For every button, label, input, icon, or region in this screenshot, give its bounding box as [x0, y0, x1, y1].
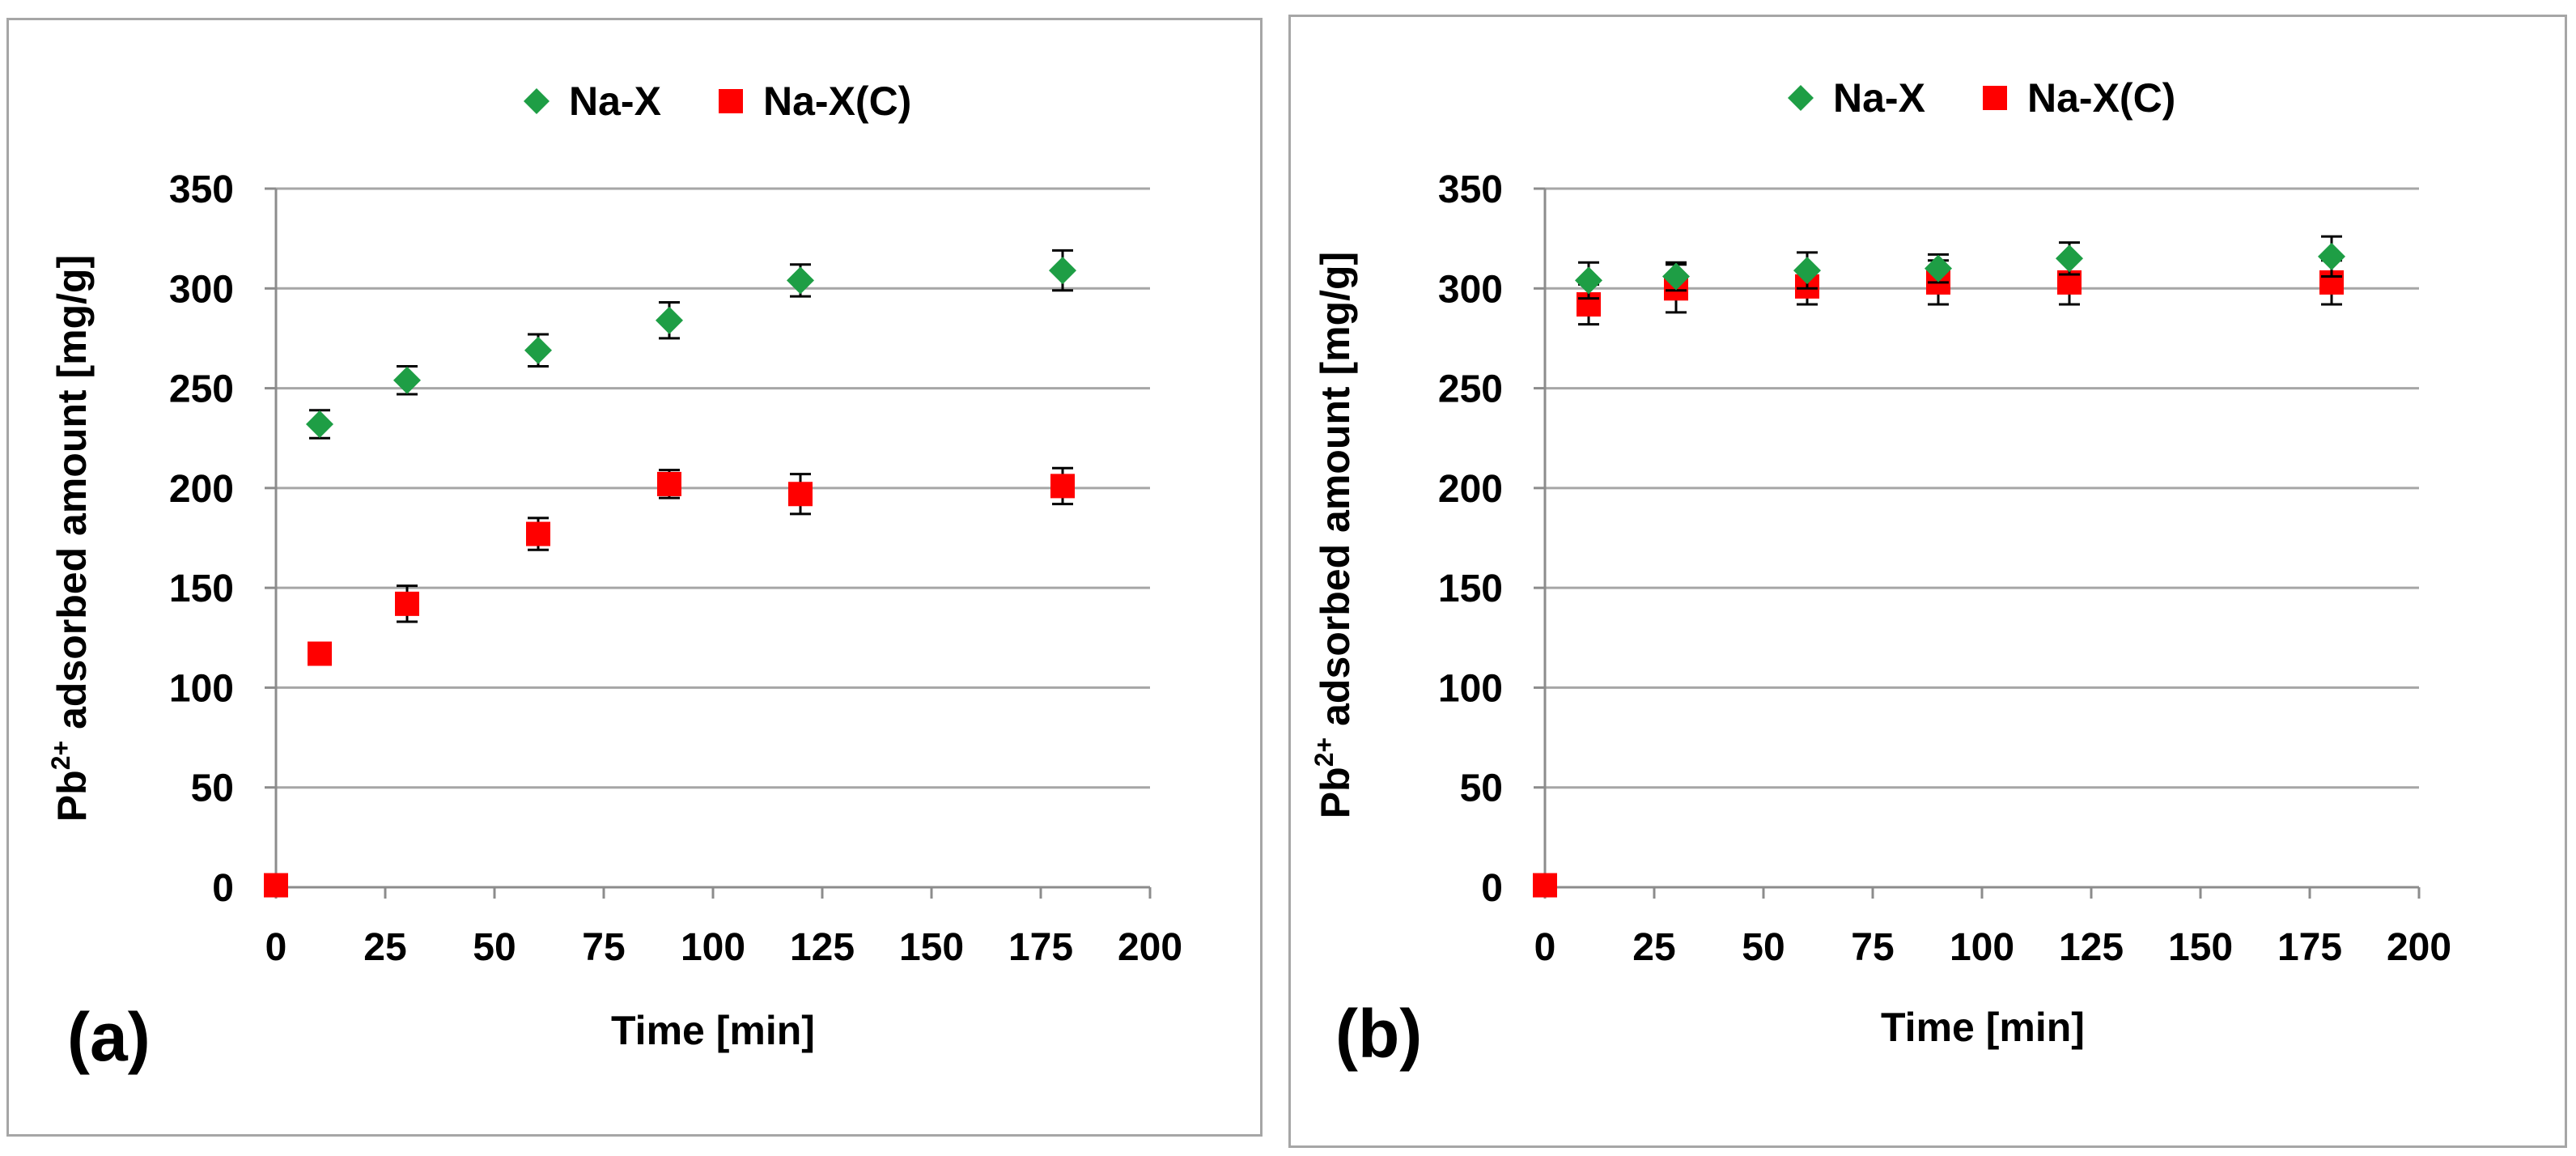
data-point-na-x-c: [657, 471, 681, 496]
x-tick-label: 75: [582, 926, 625, 969]
y-tick-label: 0: [1481, 867, 1503, 910]
y-tick-label: 0: [212, 867, 234, 910]
y-axis-label-prefix: Pb: [1313, 767, 1358, 818]
y-tick-label: 300: [1438, 268, 1503, 311]
data-point-na-x-c: [526, 521, 550, 546]
x-tick-label: 200: [1118, 926, 1182, 969]
series-na-x: [1575, 235, 2345, 300]
legend-marker-na-x-c: [1983, 86, 2007, 110]
x-axis-label: Time [min]: [611, 1008, 815, 1053]
legend: Na-X Na-X(C): [1788, 75, 2175, 121]
x-tick-label: 0: [1534, 926, 1556, 969]
x-tick-label: 25: [1632, 926, 1675, 969]
x-tick-label: 100: [1950, 926, 2014, 969]
x-tick-label: 100: [681, 926, 745, 969]
y-axis-label-suffix: adsorbed amount [mg/g]: [1313, 252, 1358, 737]
data-point-na-x: [1049, 257, 1076, 285]
x-tick-label: 150: [2168, 926, 2233, 969]
data-point-na-x: [2318, 242, 2345, 270]
x-tick-label: 50: [1742, 926, 1785, 969]
x-axis-label: Time [min]: [1881, 1005, 2085, 1050]
y-tick-label: 100: [1438, 667, 1503, 710]
x-tick-label: 175: [2277, 926, 2342, 969]
x-tick-label: 75: [1851, 926, 1894, 969]
data-point-na-x-c: [788, 482, 813, 507]
data-point-na-x-c: [395, 591, 419, 616]
data-point-na-x-c: [1050, 474, 1075, 499]
x-tick-label: 0: [265, 926, 287, 969]
chart-a-svg: 0 50 100 150 200 250 300 350 0 25 50 75 100 125 150 175…: [46, 79, 1182, 1075]
legend-label-na-x: Na-X: [1833, 75, 1925, 121]
data-point-na-x: [1793, 257, 1821, 285]
data-point-na-x: [306, 410, 333, 438]
y-tick-label: 200: [169, 468, 234, 511]
data-point-na-x: [1662, 262, 1690, 291]
series-na-x-c: [264, 466, 1075, 898]
data-point-na-x: [524, 336, 552, 364]
data-point-na-x: [393, 366, 421, 394]
legend-label-na-x-c: Na-X(C): [2027, 75, 2175, 121]
y-axis-label-suffix: adsorbed amount [mg/g]: [49, 255, 95, 741]
data-point-na-x: [2056, 244, 2083, 273]
series-na-x-c: [1533, 259, 2344, 898]
y-tick-label: 150: [1438, 567, 1503, 610]
data-point-na-x: [1925, 254, 1952, 283]
chart-panel-a: 0 50 100 150 200 250 300 350 0 25 50 75 100 125 150 175…: [6, 18, 1263, 1137]
legend-label-na-x: Na-X: [569, 79, 661, 124]
chart-b-svg: 0 50 100 150 200 250 300 350 0 25 50 75 100 125 150 175…: [1309, 75, 2451, 1072]
data-point-na-x-c: [264, 873, 288, 898]
y-tick-label: 100: [169, 667, 234, 710]
panel-label: (b): [1335, 996, 1422, 1072]
legend-label-na-x-c: Na-X(C): [763, 79, 911, 124]
data-point-na-x: [656, 306, 683, 334]
y-tick-label: 350: [1438, 168, 1503, 211]
legend-marker-na-x: [1788, 85, 1814, 111]
legend: Na-X Na-X(C): [524, 79, 911, 124]
x-tick-label: 200: [2387, 926, 2451, 969]
y-axis-label: Pb2+ adsorbed amount [mg/g]: [1309, 252, 1358, 818]
x-tick-label: 50: [473, 926, 516, 969]
data-point-na-x-c: [1533, 873, 1557, 898]
y-axis-label-prefix: Pb: [49, 770, 95, 822]
y-tick-label: 50: [191, 767, 234, 810]
legend-marker-na-x-c: [719, 89, 743, 113]
series-na-x: [306, 249, 1076, 440]
y-axis-label-superscript: 2+: [46, 741, 75, 770]
data-point-na-x: [1575, 266, 1602, 295]
y-tick-label: 250: [1438, 368, 1503, 411]
x-tick-label: 125: [2059, 926, 2124, 969]
y-tick-label: 300: [169, 268, 234, 311]
y-tick-label: 250: [169, 368, 234, 411]
data-point-na-x-c: [308, 641, 332, 666]
y-tick-label: 200: [1438, 468, 1503, 511]
legend-marker-na-x: [524, 88, 550, 114]
y-tick-label: 150: [169, 567, 234, 610]
panel-label: (a): [67, 999, 151, 1075]
x-tick-label: 25: [363, 926, 406, 969]
y-tick-label: 50: [1460, 767, 1503, 810]
data-point-na-x: [787, 266, 814, 295]
x-tick-label: 175: [1008, 926, 1073, 969]
chart-panel-b: 0 50 100 150 200 250 300 350 0 25 50 75 100 125 150 175…: [1288, 15, 2567, 1148]
x-tick-label: 125: [790, 926, 855, 969]
y-axis-label: Pb2+ adsorbed amount [mg/g]: [46, 255, 95, 822]
y-tick-label: 350: [169, 168, 234, 211]
y-axis-label-superscript: 2+: [1309, 737, 1339, 767]
x-tick-label: 150: [899, 926, 964, 969]
